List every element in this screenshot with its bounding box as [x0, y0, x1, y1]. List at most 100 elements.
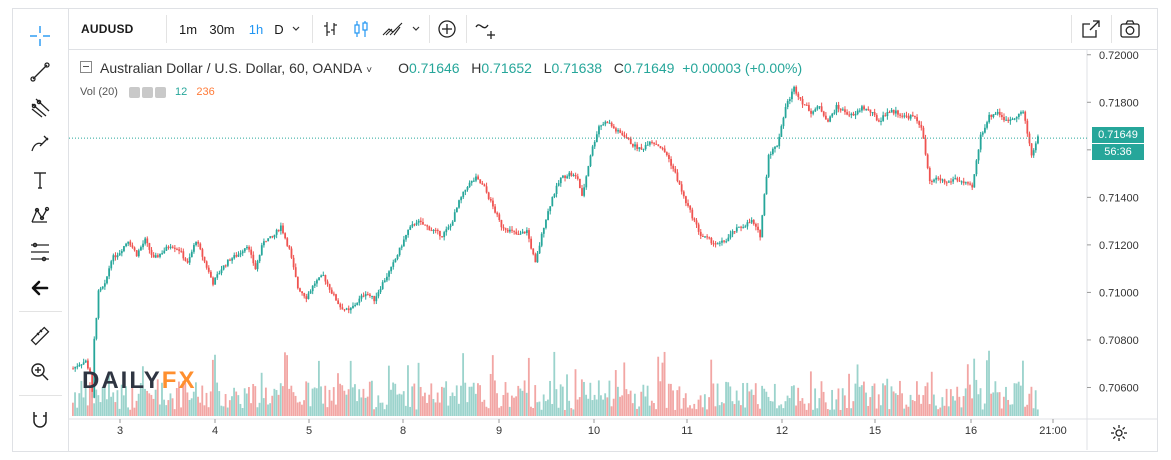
volume-bar: [470, 386, 473, 416]
camera-icon[interactable]: [1115, 9, 1145, 49]
volume-bar: [835, 399, 838, 416]
brush-icon[interactable]: [27, 131, 53, 157]
volume-bar: [600, 395, 602, 416]
visibility-icon[interactable]: [128, 86, 140, 98]
crosshair-icon[interactable]: [27, 23, 53, 49]
trend-line-icon[interactable]: [27, 59, 53, 85]
candle-body: [992, 114, 995, 117]
volume-bar: [585, 394, 588, 416]
volume-bar: [631, 403, 634, 416]
volume-bar: [621, 395, 624, 416]
candle-body: [941, 179, 944, 181]
volume-bar: [996, 392, 999, 416]
volume-bar: [218, 391, 221, 416]
collapse-legend-icon[interactable]: [80, 61, 92, 74]
compare-icon[interactable]: [471, 9, 501, 49]
x-tick-label: 16: [965, 425, 977, 437]
volume-bar: [400, 394, 403, 416]
candle-body: [114, 255, 117, 258]
volume-bar: [1032, 408, 1035, 416]
candle-body: [875, 115, 878, 121]
volume-legend: Vol (20) 12 236: [80, 86, 215, 98]
add-indicator-icon[interactable]: [434, 9, 460, 49]
candle-body: [939, 178, 942, 181]
volume-bar: [727, 382, 730, 416]
volume-bar: [597, 380, 600, 416]
volume-bar: [769, 400, 772, 416]
chart-settings-gear-icon[interactable]: [1110, 424, 1128, 442]
candle-body: [82, 362, 85, 365]
bars-style-icon[interactable]: [319, 9, 343, 49]
candle-body: [506, 229, 509, 232]
candle-body: [735, 227, 738, 232]
candle-body: [479, 179, 482, 184]
volume-bar: [701, 407, 704, 416]
volume-bar: [909, 394, 912, 416]
pattern-icon[interactable]: [27, 203, 53, 229]
text-tool-icon[interactable]: [27, 167, 53, 193]
settings-icon[interactable]: [141, 86, 153, 98]
candle-body: [793, 86, 795, 92]
back-arrow-icon[interactable]: [27, 275, 53, 301]
volume-bar: [317, 360, 320, 416]
interval-1h-button[interactable]: 1h: [248, 21, 264, 37]
interval-d-button[interactable]: D: [274, 21, 284, 37]
candles-style-icon[interactable]: [349, 9, 373, 49]
symbol-search-button[interactable]: AUDUSD: [81, 22, 134, 36]
volume-bar: [97, 395, 100, 416]
volume-bar: [735, 390, 738, 416]
interval-1m-button[interactable]: 1m: [178, 21, 198, 37]
candle-body: [366, 294, 369, 296]
volume-bar: [846, 408, 848, 416]
volume-bar: [591, 400, 594, 416]
candle-body: [1011, 118, 1014, 120]
candle-body: [112, 255, 115, 262]
volume-bar: [163, 399, 166, 416]
volume-bar: [491, 355, 494, 416]
volume-bar: [390, 389, 392, 416]
magnet-icon[interactable]: [27, 407, 53, 433]
chevron-down-icon[interactable]: ˅: [366, 65, 373, 76]
volume-bar: [884, 385, 887, 416]
candle-body: [651, 141, 653, 143]
volume-bar: [689, 405, 691, 416]
chart-style-dropdown-icon[interactable]: [409, 9, 423, 49]
volume-bar: [793, 385, 795, 416]
remove-icon[interactable]: [154, 86, 166, 98]
candle-body: [916, 117, 918, 122]
area-style-icon[interactable]: [379, 9, 407, 49]
fib-retracement-icon[interactable]: [27, 239, 53, 265]
candle-body: [383, 280, 386, 283]
volume-bar: [1013, 383, 1016, 416]
volume-bar: [752, 394, 755, 416]
volume-bar: [616, 386, 619, 416]
volume-bar: [271, 395, 274, 416]
candle-body: [335, 294, 337, 301]
volume-bar: [653, 403, 655, 416]
volume-bar: [867, 405, 870, 416]
candle-body: [1013, 118, 1016, 120]
candle-body: [623, 134, 626, 138]
y-tick-label: 0.70600: [1099, 382, 1139, 394]
volume-bar: [436, 392, 439, 416]
zoom-in-icon[interactable]: [27, 359, 53, 385]
candle-body: [854, 113, 857, 116]
candle-body: [943, 179, 946, 183]
interval-30m-button[interactable]: 30m: [209, 21, 235, 37]
interval-dropdown-icon[interactable]: [289, 9, 303, 49]
ruler-icon[interactable]: [27, 323, 53, 349]
candle-body: [222, 265, 225, 270]
candle-body: [523, 231, 526, 234]
candle-body: [882, 115, 885, 121]
candle-body: [299, 288, 301, 292]
price-chart[interactable]: 0.720000.718000.716000.714000.712000.710…: [69, 50, 1157, 450]
volume-bar: [161, 382, 163, 416]
fullscreen-popout-icon[interactable]: [1077, 9, 1105, 49]
volume-bar: [773, 383, 776, 416]
volume-bar: [801, 398, 804, 416]
candle-body: [559, 177, 562, 184]
volume-bar: [424, 392, 426, 416]
pitchfork-icon[interactable]: [27, 95, 53, 121]
volume-bar: [829, 409, 831, 416]
volume-bar: [964, 388, 967, 416]
